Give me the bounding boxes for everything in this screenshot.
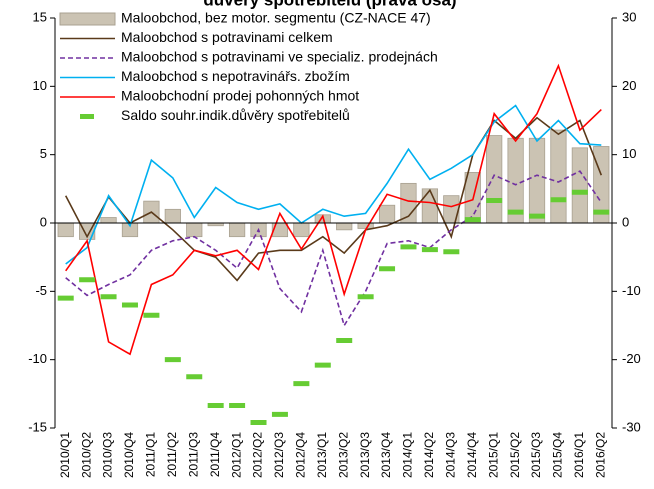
bar (571, 147, 588, 224)
bar (293, 222, 310, 238)
line (65, 104, 602, 265)
y2-tick-label: 10 (622, 146, 636, 161)
x-tick-label: 2011/Q2 (165, 432, 179, 477)
x-tick-label: 2016/Q2 (593, 432, 607, 478)
x-tick-label: 2014/Q2 (422, 432, 436, 478)
y-tick-label: -15 (28, 419, 47, 434)
x-tick-label: 2011/Q4 (208, 432, 222, 477)
x-tick-label: 2012/Q2 (251, 432, 265, 478)
legend-label: Maloobchod, bez motor. segmentu (CZ-NACE… (121, 10, 431, 26)
x-tick-label: 2013/Q4 (379, 432, 393, 478)
legend-label: Maloobchod s nepotravinářs. zbožím (121, 68, 350, 84)
x-tick-label: 2010/Q4 (122, 432, 136, 478)
bar (336, 222, 353, 231)
legend-swatch (59, 12, 116, 26)
chart-title: důvěry spotřebitelů (pravá osa) (203, 0, 456, 9)
x-tick-label: 2013/Q3 (358, 432, 372, 478)
bar (550, 129, 567, 224)
y2-tick-label: -20 (622, 351, 641, 366)
y-tick-label: 5 (40, 146, 47, 161)
bar (271, 222, 289, 238)
legend-label: Maloobchodní prodej pohonných hmot (121, 88, 359, 104)
bar (57, 222, 74, 238)
line (65, 170, 602, 328)
bar (378, 204, 396, 224)
x-tick-label: 2010/Q3 (101, 432, 115, 478)
bar (357, 222, 374, 229)
x-tick-label: 2011/Q3 (186, 432, 200, 477)
legend-label: Maloobchod s potravinami ve specializ. p… (121, 49, 438, 65)
x-tick-label: 2014/Q4 (465, 432, 479, 478)
bar (228, 222, 246, 238)
bar (100, 217, 117, 224)
bar (486, 135, 503, 224)
bar (421, 188, 439, 224)
y2-tick-label: 0 (622, 214, 629, 229)
line (65, 63, 602, 356)
y-tick-label: -5 (35, 283, 47, 298)
x-tick-label: 2013/Q2 (336, 432, 350, 478)
y2-tick-label: 30 (622, 9, 636, 24)
y2-tick-label: -30 (622, 419, 641, 434)
bar (164, 208, 181, 224)
x-tick-label: 2011/Q1 (144, 432, 158, 477)
x-tick-label: 2012/Q3 (272, 432, 286, 478)
x-tick-label: 2016/Q1 (572, 432, 586, 478)
x-tick-label: 2015/Q1 (486, 432, 500, 478)
x-tick-label: 2015/Q4 (551, 432, 565, 478)
bar (528, 137, 546, 224)
x-tick-label: 2015/Q2 (508, 432, 522, 478)
y-tick-label: 15 (33, 9, 47, 24)
x-tick-label: 2012/Q1 (229, 432, 243, 478)
y2-tick-label: -10 (622, 283, 641, 298)
x-tick-label: 2010/Q1 (58, 432, 72, 478)
x-tick-label: 2010/Q2 (79, 432, 93, 478)
y2-tick-label: 20 (622, 78, 636, 93)
legend-label: Saldo souhr.indik.důvěry spotřebitelů (121, 107, 350, 123)
x-tick-label: 2014/Q1 (401, 432, 415, 478)
x-tick-label: 2014/Q3 (443, 432, 457, 478)
y-tick-label: -10 (28, 351, 47, 366)
x-tick-label: 2013/Q1 (315, 432, 329, 478)
legend-label: Maloobchod s potravinami celkem (121, 29, 333, 45)
x-tick-label: 2012/Q4 (294, 432, 308, 478)
y-tick-label: 10 (33, 78, 47, 93)
y-tick-label: 0 (40, 214, 47, 229)
bar (186, 222, 203, 238)
x-tick-label: 2015/Q3 (529, 432, 543, 478)
